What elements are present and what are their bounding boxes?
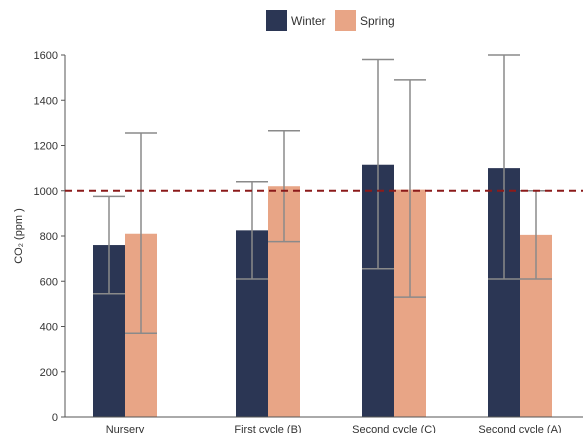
- legend-swatch: [335, 10, 356, 31]
- error-bars: [93, 54, 552, 335]
- x-tick-label: Nursery: [106, 424, 145, 433]
- legend-label: Spring: [360, 14, 395, 28]
- y-tick-label: 600: [40, 276, 58, 288]
- y-tick-label: 1000: [34, 186, 58, 198]
- y-tick-label: 1600: [34, 50, 58, 62]
- y-tick-label: 800: [40, 231, 58, 243]
- x-axis: Nursery First cycle (B) Second cycle (C) Se…: [65, 416, 583, 433]
- y-tick-label: 0: [52, 412, 58, 424]
- x-tick-label: Second cycle (A): [478, 424, 561, 433]
- y-tick-label: 1400: [34, 95, 58, 107]
- legend-label: Winter: [291, 14, 326, 28]
- legend: Winter Spring: [266, 10, 395, 31]
- y-axis: 0 200 400 600 800 1000 1200 1400 1600 CO₂ (ppm ): [13, 50, 66, 424]
- bars: [93, 164, 552, 417]
- y-tick-label: 200: [40, 367, 58, 379]
- x-tick-label: Second cycle (C): [352, 424, 436, 433]
- y-axis-title: CO₂ (ppm ): [13, 208, 25, 264]
- legend-swatch: [266, 10, 287, 31]
- x-tick-label: First cycle (B): [234, 424, 301, 433]
- y-tick-label: 1200: [34, 141, 58, 153]
- y-tick-label: 400: [40, 322, 58, 334]
